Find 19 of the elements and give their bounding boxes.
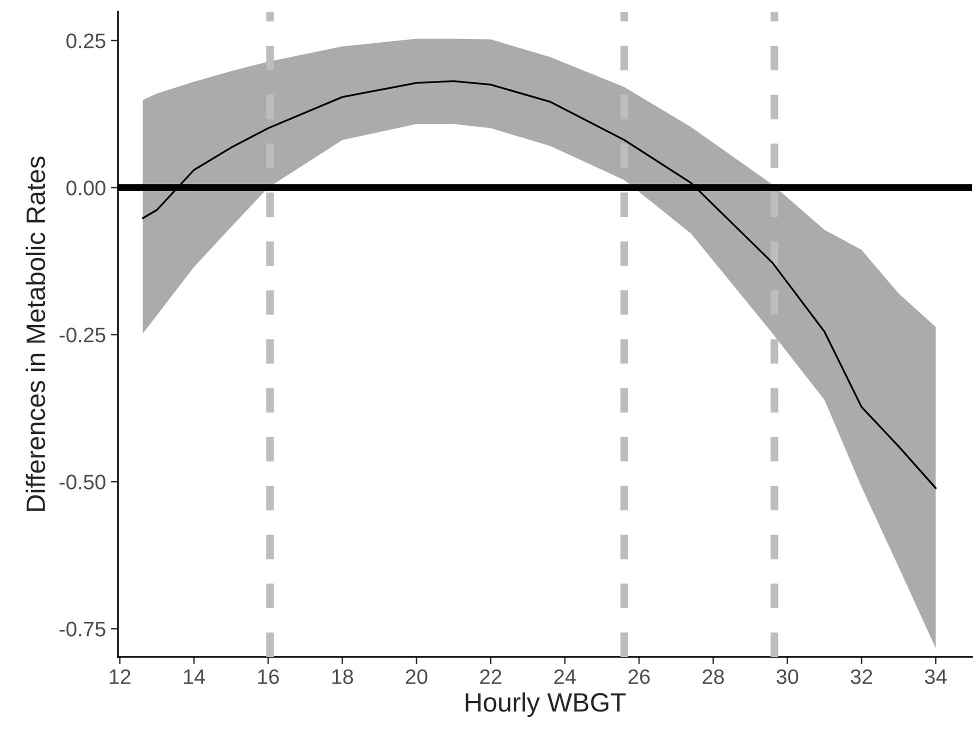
x-axis-title: Hourly WBGT — [466, 692, 626, 717]
x-tick-label: 20 — [406, 669, 428, 684]
x-tick-label: 26 — [628, 669, 650, 684]
x-tick-label: 30 — [776, 669, 798, 684]
x-tick-label: 22 — [480, 669, 502, 684]
x-tick-label: 24 — [554, 669, 576, 684]
y-axis-title: Differences in Metabolic Rates — [26, 156, 46, 511]
x-tick-label: 28 — [702, 669, 724, 684]
y-tick-label: 0.00 — [66, 180, 106, 196]
x-tick-label: 14 — [184, 670, 205, 684]
x-tick-label: 16 — [258, 669, 279, 684]
x-tick-label: 32 — [850, 669, 872, 684]
y-tick-label: -0.25 — [60, 328, 106, 342]
y-tick-label: 0.25 — [66, 34, 106, 48]
x-tick-label: 34 — [924, 669, 947, 684]
x-tick-label: 12 — [110, 669, 130, 684]
y-tick-label: -0.50 — [60, 474, 106, 490]
x-tick-label: 18 — [332, 669, 354, 684]
y-tick-label: -0.75 — [60, 622, 106, 636]
